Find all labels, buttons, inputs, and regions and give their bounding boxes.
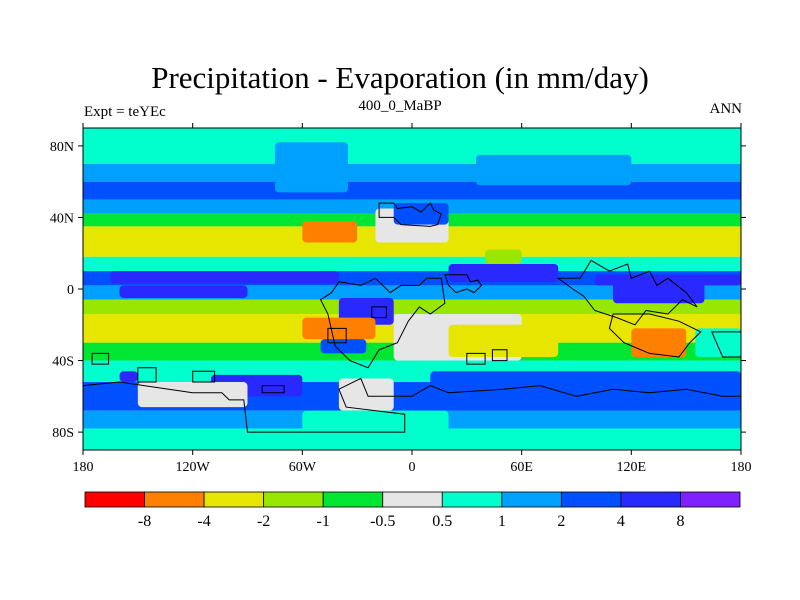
colorbar-swatch-1 bbox=[144, 491, 205, 508]
zonal-band-0 bbox=[83, 128, 741, 164]
field-feature-15 bbox=[448, 324, 559, 357]
field-feature-10 bbox=[613, 281, 705, 304]
y-tick-label-2: 0 bbox=[67, 283, 74, 298]
field-feature-7 bbox=[448, 263, 559, 282]
field-feature-20 bbox=[137, 382, 248, 408]
y-tick-label-1: 40N bbox=[50, 211, 74, 226]
colorbar-swatch-4 bbox=[322, 491, 384, 508]
colorbar-swatch-10 bbox=[680, 491, 741, 508]
land-outline-7 bbox=[711, 331, 741, 358]
zonal-band-9 bbox=[83, 299, 741, 315]
field-feature-22 bbox=[338, 378, 394, 411]
y-tick-label-3: 40S bbox=[52, 355, 74, 370]
land-outline-4 bbox=[327, 327, 347, 344]
x-tick-label-1: 120W bbox=[176, 460, 211, 475]
x-tick-label-0: 180 bbox=[73, 460, 94, 475]
colorbar-swatch-9 bbox=[620, 491, 681, 508]
field-feature-0 bbox=[274, 142, 349, 193]
field-feature-6 bbox=[119, 285, 248, 298]
field-layer bbox=[83, 128, 741, 450]
zonal-band-6 bbox=[83, 256, 741, 272]
colorbar-label-4: -0.5 bbox=[370, 513, 395, 530]
colorbar-label-2: -2 bbox=[257, 513, 270, 530]
colorbar-label-3: -1 bbox=[317, 513, 330, 530]
zonal-band-2 bbox=[83, 181, 741, 200]
field-feature-4 bbox=[393, 203, 449, 225]
land-outline-10 bbox=[192, 370, 216, 383]
colorbar-swatch-5 bbox=[382, 491, 443, 508]
land-outline-1 bbox=[444, 274, 483, 294]
land-outline-8 bbox=[91, 352, 110, 365]
field-feature-2 bbox=[302, 221, 358, 243]
x-tick-label-5: 120E bbox=[617, 460, 647, 475]
land-outline-0 bbox=[378, 202, 442, 227]
y-tick-label-4: 80S bbox=[52, 426, 74, 441]
experiment-label: Expt = teYEc bbox=[84, 104, 166, 120]
x-tick-label-6: 180 bbox=[731, 460, 752, 475]
field-feature-5 bbox=[110, 271, 339, 284]
colorbar: -8 -4 -2 -1 -0.5 0.5 1 2 4 8 bbox=[84, 491, 741, 530]
land-outline-5 bbox=[556, 259, 698, 326]
y-axis: 80N 40N 0 40S 80S bbox=[50, 140, 746, 441]
colorbar-swatch-6 bbox=[441, 491, 503, 508]
colorbar-label-9: 8 bbox=[676, 513, 684, 530]
zonal-band-1 bbox=[83, 163, 741, 182]
colorbar-label-0: -8 bbox=[138, 513, 151, 530]
colorbar-swatch-2 bbox=[203, 491, 265, 508]
colorbar-label-7: 2 bbox=[557, 513, 565, 530]
field-feature-8 bbox=[485, 249, 522, 264]
colorbar-swatch-8 bbox=[560, 491, 622, 508]
field-feature-21 bbox=[119, 371, 138, 383]
x-tick-label-4: 60E bbox=[510, 460, 533, 475]
x-tick-label-3: 0 bbox=[409, 460, 416, 475]
land-outline-12 bbox=[466, 352, 486, 365]
land-outline-3 bbox=[371, 306, 387, 319]
colorbar-label-8: 4 bbox=[617, 513, 625, 530]
colorbar-swatch-7 bbox=[501, 491, 562, 508]
land-outline-13 bbox=[491, 349, 508, 362]
land-outline-9 bbox=[137, 367, 157, 383]
x-tick-label-2: 60W bbox=[289, 460, 317, 475]
field-feature-18 bbox=[430, 371, 741, 411]
field-feature-17 bbox=[695, 328, 741, 357]
colorbar-label-1: -4 bbox=[197, 513, 210, 530]
land-outline-layer bbox=[83, 202, 741, 450]
chart-title: Precipitation - Evaporation (in mm/day) bbox=[151, 60, 649, 95]
zonal-band-8 bbox=[83, 285, 741, 300]
colorbar-label-6: 1 bbox=[498, 513, 506, 530]
colorbar-label-5: 0.5 bbox=[432, 513, 452, 530]
land-outline-11 bbox=[261, 385, 285, 394]
land-outline-2 bbox=[319, 277, 446, 369]
colorbar-swatch-3 bbox=[263, 491, 324, 508]
field-feature-1 bbox=[475, 154, 632, 186]
chart-subtitle: 400_0_MaBP bbox=[358, 98, 442, 114]
field-feature-16 bbox=[631, 328, 687, 357]
field-feature-23 bbox=[302, 410, 449, 433]
colorbar-swatch-0 bbox=[84, 491, 145, 508]
zonal-band-15 bbox=[83, 428, 741, 450]
y-tick-label-0: 80N bbox=[50, 140, 74, 155]
land-outline-14 bbox=[83, 377, 741, 450]
season-label: ANN bbox=[709, 101, 743, 117]
x-axis: 180 120W 60W 0 60E 120E 180 bbox=[73, 123, 752, 475]
land-outline-6 bbox=[608, 313, 702, 358]
